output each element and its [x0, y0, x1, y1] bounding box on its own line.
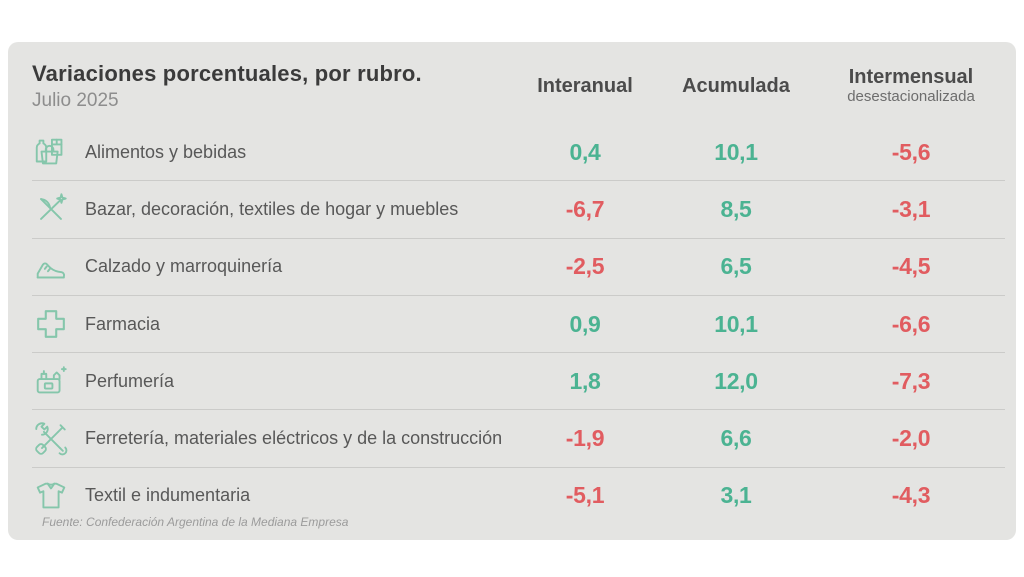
row-label: Bazar, decoración, textiles de hogar y m… — [85, 198, 459, 219]
table-body: Alimentos y bebidas 0,4 10,1 -5,6 Bazar,… — [32, 124, 1005, 524]
tshirt-icon — [32, 477, 70, 515]
row-label-cell: Bazar, decoración, textiles de hogar y m… — [32, 190, 515, 228]
value-interanual: -2,5 — [565, 253, 605, 280]
table-row: Textil e indumentaria -5,1 3,1 -4,3 — [32, 466, 1005, 524]
table-row: Perfumería 1,8 12,0 -7,3 — [32, 352, 1005, 409]
value-acumulada: 12,0 — [714, 367, 758, 394]
value-intermensual: -2,0 — [891, 425, 931, 452]
table-row: Farmacia 0,9 10,1 -6,6 — [32, 294, 1005, 352]
row-label-cell: Ferretería, materiales eléctricos y de l… — [32, 420, 515, 458]
value-interanual: 1,8 — [569, 367, 601, 394]
column-header-acumulada: Acumulada — [682, 74, 790, 97]
row-label-cell: Alimentos y bebidas — [32, 133, 515, 171]
value-acumulada: 6,5 — [720, 253, 752, 280]
column-header-intermensual-sub: desestacionalizada — [847, 88, 975, 106]
column-header-intermensual-main: Intermensual — [848, 66, 974, 89]
value-acumulada: 6,6 — [720, 425, 752, 452]
shoe-icon — [32, 248, 70, 286]
table-row: Alimentos y bebidas 0,4 10,1 -5,6 — [32, 124, 1005, 180]
row-label: Perfumería — [85, 370, 175, 391]
pharmacy-cross-icon — [32, 305, 70, 343]
value-acumulada: 3,1 — [720, 482, 752, 509]
column-header-interanual: Interanual — [537, 74, 633, 97]
value-interanual: -6,7 — [565, 195, 605, 222]
row-label-cell: Farmacia — [32, 305, 515, 343]
value-intermensual: -5,6 — [891, 138, 931, 165]
value-interanual: 0,9 — [569, 310, 601, 337]
cosmetics-icon — [32, 362, 70, 400]
groceries-icon — [32, 133, 70, 171]
source-note: Fuente: Confederación Argentina de la Me… — [42, 515, 349, 529]
variaciones-table-card: Variaciones porcentuales, por rubro. Jul… — [8, 42, 1016, 540]
value-intermensual: -6,6 — [891, 310, 931, 337]
value-interanual: -1,9 — [565, 425, 605, 452]
value-acumulada: 10,1 — [714, 310, 758, 337]
tools-icon — [32, 420, 70, 458]
row-label-cell: Perfumería — [32, 362, 515, 400]
table-row: Bazar, decoración, textiles de hogar y m… — [32, 180, 1005, 237]
row-label: Alimentos y bebidas — [85, 141, 247, 162]
value-interanual: 0,4 — [569, 138, 601, 165]
column-header-intermensual: Intermensual desestacionalizada — [817, 67, 1005, 105]
value-acumulada: 8,5 — [720, 195, 752, 222]
tableware-icon — [32, 190, 70, 228]
row-label: Farmacia — [85, 313, 161, 334]
value-interanual: -5,1 — [565, 482, 605, 509]
page-subtitle: Julio 2025 — [32, 89, 119, 111]
table-row: Ferretería, materiales eléctricos y de l… — [32, 409, 1005, 466]
value-intermensual: -4,3 — [891, 482, 931, 509]
row-label: Calzado y marroquinería — [85, 256, 283, 277]
row-label: Ferretería, materiales eléctricos y de l… — [85, 428, 503, 449]
page-title: Variaciones porcentuales, por rubro. — [32, 60, 422, 86]
table-header: Variaciones porcentuales, por rubro. Jul… — [32, 54, 1005, 118]
value-intermensual: -4,5 — [891, 253, 931, 280]
row-label: Textil e indumentaria — [85, 485, 251, 506]
table-row: Calzado y marroquinería -2,5 6,5 -4,5 — [32, 237, 1005, 295]
row-label-cell: Textil e indumentaria — [32, 477, 515, 515]
title-block: Variaciones porcentuales, por rubro. Jul… — [32, 61, 515, 112]
value-acumulada: 10,1 — [714, 138, 758, 165]
value-intermensual: -7,3 — [891, 367, 931, 394]
value-intermensual: -3,1 — [891, 195, 931, 222]
row-label-cell: Calzado y marroquinería — [32, 248, 515, 286]
